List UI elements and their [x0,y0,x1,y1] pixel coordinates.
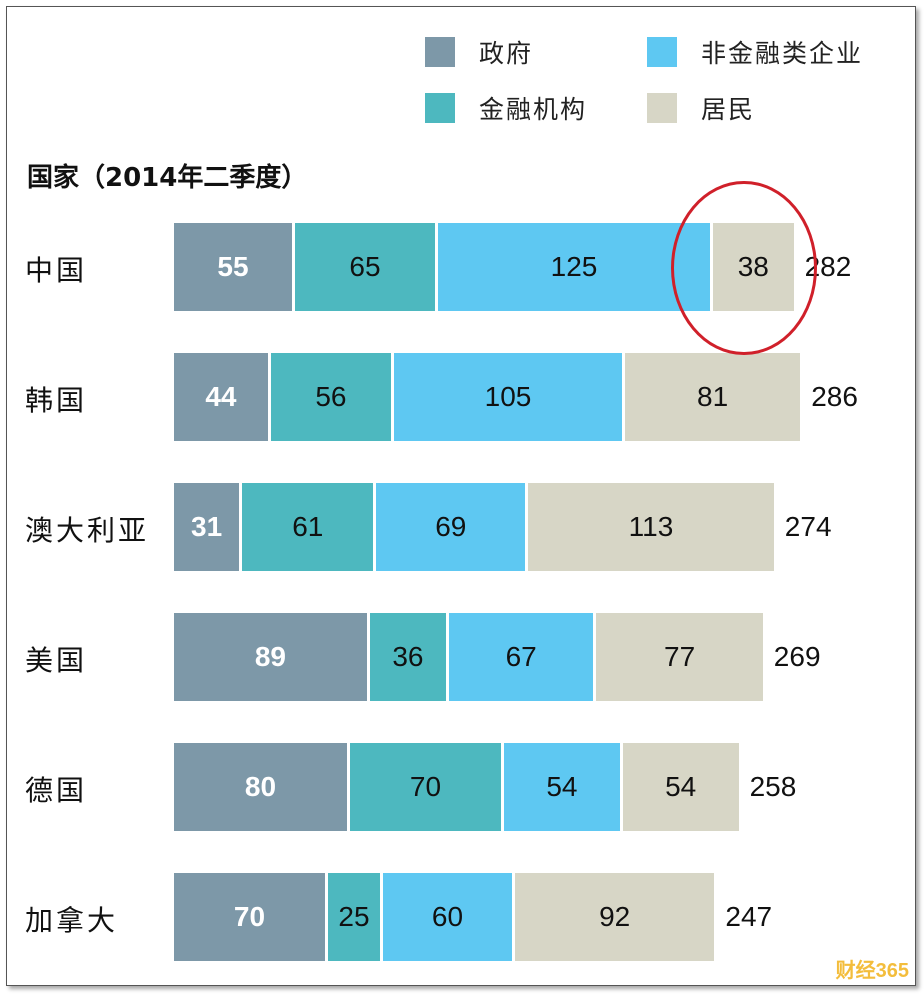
data-label: 89 [254,641,286,672]
bar-segment-nonfin: 125 [438,223,710,311]
bar-segment-gov: 31 [174,483,240,571]
legend-label-household: 居民 [701,95,756,124]
data-label: 38 [737,251,769,282]
bar-segment-gov: 44 [174,353,268,441]
bar-segment-household: 81 [625,353,801,441]
bar-segment-nonfin: 54 [504,743,620,831]
category-label: 加拿大 [25,904,119,937]
legend-item-government: 政府 [425,35,533,69]
data-label: 36 [392,641,424,672]
category-label: 韩国 [25,384,88,417]
bar-segment-gov: 55 [174,223,292,311]
total-label: 282 [804,251,852,282]
bar-segment-fin: 61 [242,483,374,571]
total-label: 274 [784,511,832,542]
data-label: 61 [292,511,324,542]
legend-item-nonfinancial: 非金融类企业 [647,35,863,69]
data-label: 54 [665,771,697,802]
bar-segment-fin: 25 [328,873,380,961]
legend-label-financial: 金融机构 [479,95,588,124]
data-label: 80 [244,771,277,802]
data-label: 67 [505,641,537,672]
category-label: 美国 [25,644,88,677]
data-label: 55 [217,251,249,282]
bar-segment-household: 113 [528,483,774,571]
data-label: 77 [664,641,696,672]
data-label: 65 [349,251,381,282]
bar-segment-household: 54 [622,743,739,831]
bar-segment-gov: 70 [174,873,325,961]
bar-segment-gov: 80 [174,743,347,831]
bar-segment-nonfin: 60 [383,873,512,961]
data-label: 105 [484,381,532,412]
data-label: 44 [205,381,237,412]
category-label: 澳大利亚 [25,514,150,547]
category-label: 德国 [25,774,88,807]
bar-segment-household: 38 [713,223,794,311]
watermark-logo: 财经365 [835,960,909,982]
bar-segment-fin: 65 [295,223,435,311]
bar-segment-gov: 89 [174,613,367,701]
bar-segment-fin: 70 [350,743,501,831]
data-label: 113 [628,511,674,542]
total-label: 286 [811,381,858,412]
bar-segment-nonfin: 105 [394,353,622,441]
category-label: 中国 [25,254,88,287]
legend-label-nonfinancial: 非金融类企业 [701,39,864,68]
bar-segment-household: 77 [596,613,763,701]
bar-segment-nonfin: 69 [376,483,526,571]
bar-segment-household: 92 [515,873,715,961]
total-label: 258 [749,771,797,802]
legend-item-financial: 金融机构 [425,91,587,125]
data-label: 70 [409,771,442,802]
data-label: 69 [435,511,467,542]
data-label: 125 [550,251,598,282]
legend-swatch-government [425,37,455,67]
total-label: 247 [725,901,773,932]
data-label: 70 [233,901,266,932]
data-label: 31 [191,511,223,542]
bar-segment-fin: 56 [270,353,391,441]
legend-item-household: 居民 [647,91,755,125]
legend-swatch-financial [425,93,455,123]
legend-swatch-household [647,93,677,123]
legend-label-government: 政府 [479,39,534,68]
data-label: 92 [599,901,631,932]
total-label: 269 [773,641,821,672]
chart-frame: 政府 非金融类企业 金融机构 居民 国家（2014年二季度） 中国 55 65 125… [6,6,916,986]
legend-swatch-nonfinancial [647,37,677,67]
bar-segment-fin: 36 [369,613,446,701]
data-label: 60 [431,901,464,932]
data-label: 54 [546,771,578,802]
chart-title: 国家（2014年二季度） [27,163,308,193]
bar-segment-nonfin: 67 [449,613,594,701]
data-label: 81 [697,381,729,412]
data-label: 25 [338,901,370,932]
data-label: 56 [315,381,347,412]
